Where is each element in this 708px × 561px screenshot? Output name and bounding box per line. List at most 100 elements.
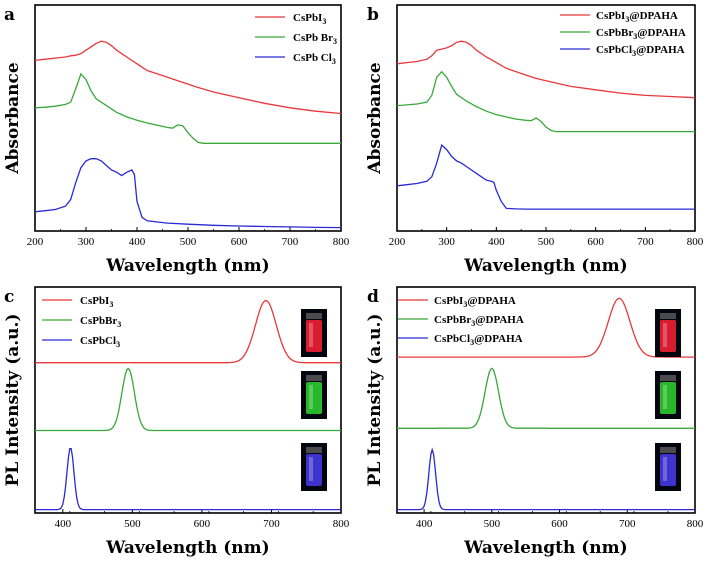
plot-frame (396, 286, 696, 514)
series-line-CsPbI3@DPAHA (397, 297, 695, 358)
legend-entry: CsPbCl3@DPAHA (596, 44, 685, 58)
legend-entry: CsPbBr3@DPAHA (434, 314, 524, 328)
legend-subscript: 3 (633, 32, 637, 41)
legend-suffix: @DPAHA (636, 44, 685, 56)
x-tick-label: 300 (438, 236, 455, 248)
series-line-CsPbBr3 (34, 72, 341, 144)
series-line-CsPbBr3@DPAHA (396, 70, 695, 133)
vial-glow (660, 382, 676, 414)
series-line-CsPbCl3@DPAHA (397, 447, 695, 511)
x-tick-label: 400 (416, 518, 433, 530)
legend-text: CsPbI (434, 295, 463, 307)
x-tick-label: 400 (129, 236, 146, 248)
series-line-CsPbI3@DPAHA (396, 40, 696, 99)
vial-cap (306, 375, 322, 381)
series-line-CsPbCl3@DPAHA (396, 143, 695, 210)
legend-text: CsPbBr (80, 315, 117, 327)
x-tick-label: 700 (637, 236, 654, 248)
vial-photo-CsPbBr3@DPAHA (655, 371, 681, 419)
vial-cap (660, 313, 676, 319)
x-tick-label: 700 (282, 236, 299, 248)
legend-text: CsPbI (80, 295, 109, 307)
panel-c: 400 500 600 700 800 Wavelength (nm) PL Intensi… (3, 286, 350, 558)
vial-highlight (663, 385, 667, 409)
legend-suffix: @DPAHA (629, 10, 678, 22)
legend-text: CsPbBr (596, 27, 633, 39)
legend-subscript: 3 (332, 57, 336, 66)
vial-glow (306, 454, 322, 486)
panel-d: 400 500 600 700 800 Wavelength (nm) PL Intensi… (365, 286, 704, 558)
x-tick-label: 800 (333, 518, 350, 530)
legend-entry: CsPbBr3 (80, 315, 121, 329)
x-tick-label: 500 (124, 518, 141, 530)
vial-highlight (663, 457, 667, 481)
panel-label: c (4, 287, 14, 307)
vial-highlight (309, 323, 313, 347)
vial-cap (306, 313, 322, 319)
vial-glow (306, 382, 322, 414)
y-axis-label: Absorbance (365, 62, 385, 175)
x-tick-label: 600 (194, 518, 211, 530)
legend-entry: CsPbCl3@DPAHA (434, 333, 523, 347)
legend-suffix: @DPAHA (474, 333, 523, 345)
legend-text: CsPbI (293, 12, 322, 24)
legend-text: CsPb Br (293, 32, 333, 44)
series-line-CsPbCl3 (34, 158, 342, 229)
panel-label: d (367, 287, 379, 307)
legend-suffix: @DPAHA (475, 314, 524, 326)
legend-subscript: 3 (117, 320, 121, 329)
x-tick-label: 700 (263, 518, 280, 530)
legend-entry: CsPb Br3 (293, 32, 337, 46)
x-tick-label: 600 (231, 236, 248, 248)
vial-highlight (309, 385, 313, 409)
legend-suffix: @DPAHA (467, 295, 516, 307)
vial-glow (660, 454, 676, 486)
legend-subscript: 3 (470, 338, 474, 347)
series-line-CsPbBr3 (35, 367, 341, 432)
legend-entry: CsPbCl3 (80, 335, 120, 349)
legend-subscript: 3 (632, 49, 636, 58)
vial-photo-CsPbCl3 (301, 443, 327, 491)
panel-a: 200 300 400 500 600 700 800 Wavelength (nm) Abso… (3, 4, 350, 276)
x-tick-label: 200 (389, 236, 406, 248)
x-axis-label: Wavelength (nm) (463, 256, 627, 276)
legend-entry: CsPbI3@DPAHA (596, 10, 678, 24)
x-tick-label: 500 (484, 518, 501, 530)
vial-cap (306, 447, 322, 453)
x-tick-label: 400 (55, 518, 72, 530)
x-tick-label: 400 (488, 236, 505, 248)
series-line-CsPbI3 (35, 299, 341, 364)
x-tick-label: 200 (27, 236, 44, 248)
legend-suffix: @DPAHA (637, 27, 686, 39)
legend-subscript: 3 (463, 300, 467, 309)
panel-label: a (4, 5, 15, 25)
vial-glow (660, 320, 676, 352)
legend-subscript: 3 (625, 15, 629, 24)
vial-photo-CsPbI3@DPAHA (655, 309, 681, 357)
vial-photo-CsPbCl3@DPAHA (655, 443, 681, 491)
legend-subscript: 3 (471, 319, 475, 328)
legend-text: CsPbCl (596, 44, 632, 56)
x-axis-label: Wavelength (nm) (105, 538, 269, 558)
x-tick-label: 800 (333, 236, 350, 248)
x-tick-label: 800 (687, 518, 704, 530)
series-line-CsPbCl3 (35, 448, 341, 511)
x-axis-label: Wavelength (nm) (105, 256, 269, 276)
legend-text: CsPbCl (80, 335, 116, 347)
x-tick-label: 700 (619, 518, 636, 530)
series-line-CsPbBr3@DPAHA (397, 367, 695, 429)
plot-frame (34, 286, 342, 514)
vial-cap (660, 375, 676, 381)
x-tick-label: 600 (551, 518, 568, 530)
legend-subscript: 3 (116, 340, 120, 349)
x-tick-label: 500 (180, 236, 197, 248)
x-tick-label: 600 (587, 236, 604, 248)
legend-entry: CsPb Cl3 (293, 52, 336, 66)
legend-text: CsPbCl (434, 333, 470, 345)
legend-text: CsPbBr (434, 314, 471, 326)
x-tick-label: 500 (538, 236, 555, 248)
vial-photo-CsPbBr3 (301, 371, 327, 419)
x-axis-label: Wavelength (nm) (463, 538, 627, 558)
vial-cap (660, 447, 676, 453)
